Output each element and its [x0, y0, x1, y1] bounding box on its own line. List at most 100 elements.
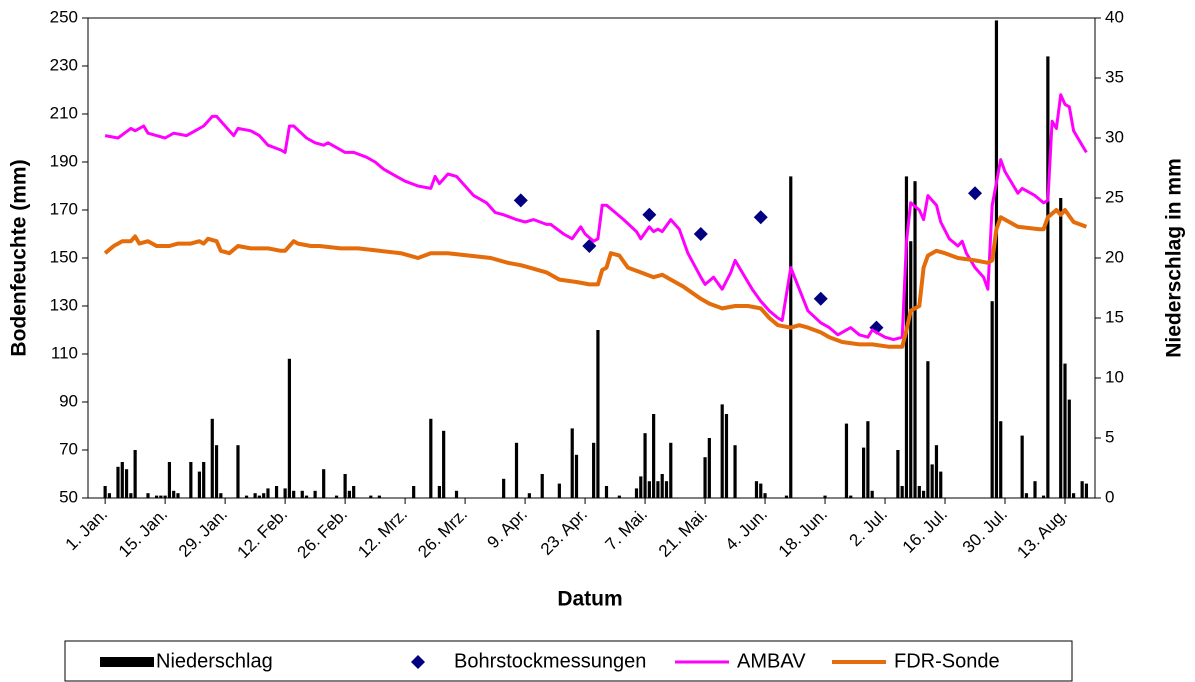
- bar: [343, 474, 347, 498]
- bar: [660, 474, 664, 498]
- bar: [763, 493, 767, 498]
- bar: [604, 486, 609, 498]
- y-tick-label: 70: [59, 439, 78, 458]
- bar: [1020, 435, 1024, 498]
- bar: [849, 495, 853, 498]
- bar: [442, 430, 446, 498]
- y-tick-label: 150: [50, 247, 78, 266]
- bar: [664, 481, 669, 498]
- x-tick-label: 21. Mai.: [655, 505, 711, 561]
- bar: [656, 481, 660, 498]
- legend-box: [64, 640, 1073, 682]
- y-tick-label: 130: [50, 295, 78, 314]
- bar: [253, 493, 257, 498]
- bar: [322, 469, 326, 498]
- bar: [502, 478, 506, 498]
- y2-tick-label: 25: [1105, 187, 1124, 206]
- bar: [1067, 399, 1071, 498]
- bar: [347, 490, 351, 498]
- bar: [639, 476, 643, 498]
- bar: [823, 495, 827, 498]
- bar: [707, 438, 711, 498]
- marker: [813, 291, 828, 306]
- y-tick-label: 190: [50, 151, 78, 170]
- bar: [926, 361, 930, 498]
- bar: [274, 486, 279, 498]
- marker: [753, 210, 768, 225]
- y-tick-label: 210: [50, 103, 78, 122]
- bar: [789, 176, 793, 498]
- bar: [313, 490, 317, 498]
- legend-label: Niederschlag: [156, 650, 273, 672]
- bar: [862, 447, 866, 498]
- bar: [163, 495, 167, 498]
- bar: [844, 423, 849, 498]
- bar: [921, 490, 926, 498]
- bar: [412, 486, 416, 498]
- bar: [210, 418, 214, 498]
- bar: [703, 457, 707, 498]
- legend-label: Bohrstockmessungen: [454, 650, 646, 672]
- bar: [999, 421, 1003, 498]
- bar: [1084, 483, 1089, 498]
- legend-label: FDR-Sonde: [894, 650, 1000, 672]
- y-tick-label: 50: [59, 487, 78, 506]
- bar: [1063, 363, 1067, 498]
- bar: [557, 483, 561, 498]
- y2-tick-label: 0: [1105, 487, 1114, 506]
- bar: [1071, 493, 1076, 498]
- bar: [167, 462, 172, 498]
- bar: [759, 483, 763, 498]
- bar: [369, 495, 373, 498]
- bar: [652, 414, 656, 498]
- bar: [257, 495, 262, 498]
- bar: [527, 493, 531, 498]
- y-tick-label: 230: [50, 55, 78, 74]
- bar: [647, 481, 651, 498]
- plot-frame: [87, 17, 1096, 499]
- x-tick-label: 12. Feb.: [234, 505, 292, 563]
- bar: [1033, 481, 1037, 498]
- bar: [334, 495, 339, 498]
- y2-tick-label: 15: [1105, 307, 1124, 326]
- bar: [870, 490, 874, 498]
- legend-label: AMBAV: [737, 650, 806, 672]
- bar: [866, 421, 870, 498]
- bar: [304, 495, 309, 498]
- marker: [693, 227, 708, 241]
- x-tick-label: 30. Jul.: [959, 505, 1011, 557]
- x-axis-title: Datum: [557, 588, 622, 611]
- bar: [592, 442, 596, 498]
- bar: [107, 493, 112, 498]
- bar: [1024, 493, 1029, 498]
- bar: [720, 404, 724, 498]
- bar: [292, 490, 296, 498]
- bar: [617, 495, 621, 498]
- x-tick-label: 4. Jun.: [722, 505, 772, 555]
- marker: [513, 193, 528, 208]
- bar: [1046, 56, 1050, 499]
- bar: [262, 493, 266, 498]
- x-tick-label: 12. Mrz.: [354, 505, 411, 562]
- bar: [909, 241, 913, 498]
- x-tick-label: 1. Jan.: [62, 505, 112, 555]
- y-tick-label: 170: [50, 199, 78, 218]
- bar: [754, 481, 759, 498]
- bar: [133, 450, 137, 498]
- bar: [784, 495, 789, 498]
- bar: [669, 442, 673, 498]
- bar: [913, 181, 917, 498]
- x-tick-label: 23. Apr.: [537, 505, 591, 559]
- bar: [917, 486, 921, 498]
- y2-tick-label: 5: [1105, 427, 1114, 446]
- bar: [202, 462, 206, 498]
- bar: [596, 330, 600, 498]
- x-tick-label: 15. Jan.: [115, 505, 171, 561]
- bar: [437, 486, 441, 498]
- bar: [454, 490, 459, 498]
- y2-tick-label: 30: [1105, 127, 1124, 146]
- marker: [642, 207, 657, 222]
- bar: [570, 428, 574, 498]
- bar: [236, 445, 240, 498]
